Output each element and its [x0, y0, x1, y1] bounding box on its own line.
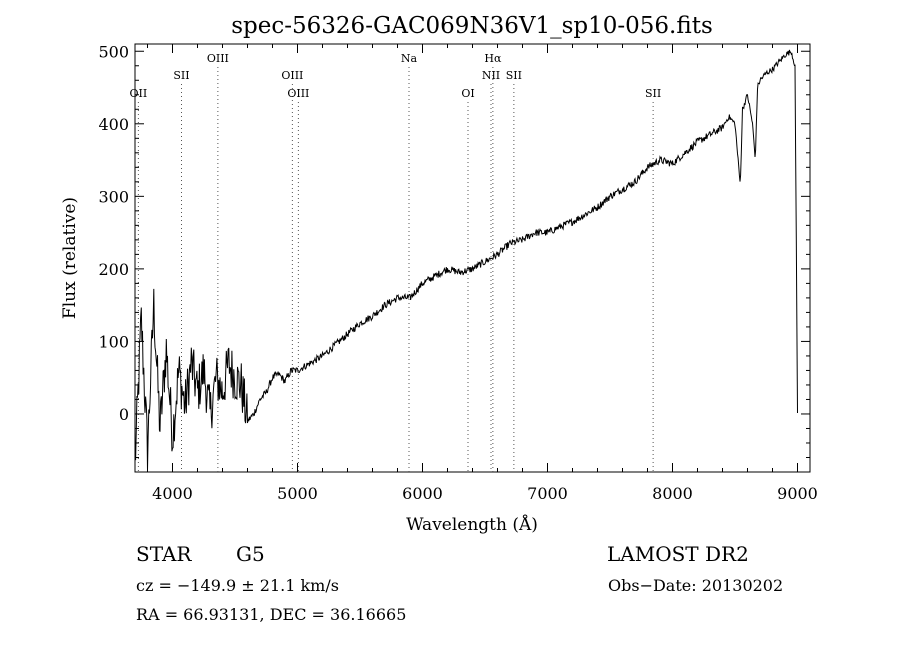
- emission-line-label: Hα: [484, 52, 502, 65]
- chart-title: spec-56326-GAC069N36V1_sp10-056.fits: [231, 13, 713, 39]
- y-tick-label: 500: [98, 42, 129, 61]
- survey-name: LAMOST DR2: [607, 542, 749, 566]
- x-axis-ticks: 4000 5000 6000 7000 8000 9000: [147, 44, 818, 503]
- y-tick-label: 200: [98, 260, 129, 279]
- object-type: STAR: [136, 542, 192, 566]
- y-axis-label: Flux (relative): [60, 197, 80, 319]
- emission-line-markers: OII SII OIII OIII OIII Na OI Hα NII SII SII: [130, 52, 661, 472]
- spectrum-series-line: [134, 49, 798, 471]
- x-tick-label: 8000: [652, 484, 693, 503]
- x-axis-label: Wavelength (Å): [406, 514, 538, 535]
- x-tick-label: 9000: [777, 484, 818, 503]
- emission-line-label: OII: [130, 87, 148, 100]
- emission-line-label: OIII: [207, 52, 229, 65]
- obs-date: Obs−Date: 20130202: [608, 576, 783, 595]
- x-tick-label: 7000: [527, 484, 568, 503]
- x-tick-label: 4000: [152, 484, 193, 503]
- coordinates: RA = 66.93131, DEC = 36.16665: [136, 605, 406, 624]
- emission-line-label: Na: [401, 52, 418, 65]
- emission-line-label: OI: [461, 87, 474, 100]
- y-tick-label: 300: [98, 187, 129, 206]
- y-axis-ticks: 0 100 200 300 400 500: [98, 42, 810, 458]
- emission-line-label: SII: [506, 69, 522, 82]
- y-tick-label: 0: [119, 405, 129, 424]
- subclass: G5: [236, 542, 265, 566]
- y-tick-label: 400: [98, 115, 129, 134]
- plot-frame: [134, 43, 811, 473]
- y-tick-label: 100: [98, 332, 129, 351]
- x-tick-label: 6000: [402, 484, 443, 503]
- emission-line-label: NII: [482, 69, 500, 82]
- redshift-cz: cz = −149.9 ± 21.1 km/s: [136, 576, 339, 595]
- emission-line-label: SII: [173, 69, 189, 82]
- emission-line-label: OIII: [281, 69, 303, 82]
- emission-line-label: SII: [645, 87, 661, 100]
- emission-line-label: OIII: [287, 87, 309, 100]
- x-tick-label: 5000: [277, 484, 318, 503]
